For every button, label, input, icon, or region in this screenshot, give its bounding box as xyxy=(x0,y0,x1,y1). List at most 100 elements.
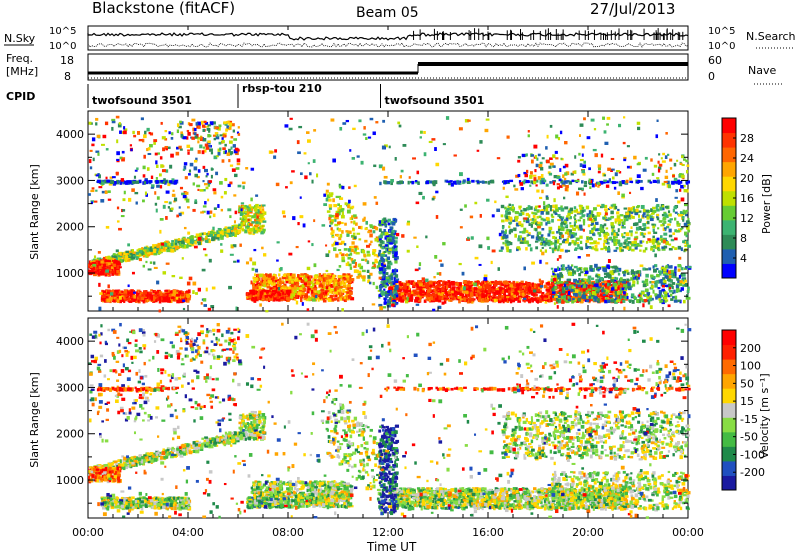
echo-cell xyxy=(188,173,191,176)
echo-cell xyxy=(291,283,294,288)
echo-cell xyxy=(575,286,578,290)
echo-cell xyxy=(158,299,162,304)
echo-cell xyxy=(378,261,382,266)
echo-cell xyxy=(605,283,608,287)
echo-cell xyxy=(406,283,410,286)
echo-cell xyxy=(286,273,290,277)
echo-cell xyxy=(292,273,296,278)
echo-cell xyxy=(230,146,233,150)
echo-cell xyxy=(106,267,109,271)
echo-cell xyxy=(112,299,116,303)
echo-cell xyxy=(609,283,614,288)
echo-cell xyxy=(227,120,231,124)
echo-cell xyxy=(262,217,266,221)
echo-cell xyxy=(423,299,427,303)
echo-cell xyxy=(405,286,409,290)
echo-cell xyxy=(297,274,300,278)
echo-cell xyxy=(511,289,515,292)
echo-cell xyxy=(421,291,425,294)
echo-cell xyxy=(135,180,140,184)
echo-cell xyxy=(287,296,290,301)
echo-cell xyxy=(325,297,329,301)
echo-cell xyxy=(149,251,154,256)
echo-cell xyxy=(138,179,142,184)
echo-cell xyxy=(668,234,673,238)
echo-cell xyxy=(417,181,420,185)
echo-cell xyxy=(682,218,685,222)
echo-cell xyxy=(197,169,201,173)
echo-cell xyxy=(443,299,447,304)
echo-cell xyxy=(498,292,502,296)
echo-cell xyxy=(114,261,118,265)
echo-cell xyxy=(476,290,480,293)
echo-cell xyxy=(390,283,393,286)
echo-cell xyxy=(147,152,152,156)
echo-cell xyxy=(423,280,426,283)
echo-cell xyxy=(623,294,626,298)
echo-cell xyxy=(501,230,505,234)
echo-cell xyxy=(132,251,136,255)
echo-cell xyxy=(375,226,379,231)
echo-cell xyxy=(446,180,450,183)
echo-cell xyxy=(337,296,340,300)
nave-label: Nave xyxy=(748,64,776,77)
echo-cell xyxy=(104,263,107,266)
cpid-segment-label: twofsound 3501 xyxy=(385,94,485,107)
echo-cell xyxy=(350,248,354,253)
echo-cell xyxy=(131,294,134,298)
echo-cell xyxy=(204,201,207,205)
echo-cell xyxy=(568,180,573,185)
echo-cell xyxy=(153,250,157,253)
echo-cell xyxy=(338,205,343,208)
echo-cell xyxy=(501,299,504,303)
echo-cell xyxy=(374,237,379,242)
echo-cell xyxy=(533,297,536,301)
echo-cell xyxy=(392,295,396,299)
echo-cell xyxy=(114,292,118,296)
echo-cell xyxy=(530,223,533,228)
echo-cell xyxy=(155,164,159,168)
echo-cell xyxy=(349,217,352,221)
noise-left-tick-high: 10^5 xyxy=(49,26,76,37)
echo-cell xyxy=(520,280,524,283)
echo-cell xyxy=(393,271,397,276)
echo-cell xyxy=(176,123,180,128)
echo-cell xyxy=(162,180,166,184)
echo-cell xyxy=(201,124,206,128)
echo-cell xyxy=(184,176,188,180)
echo-cell xyxy=(394,236,398,240)
echo-cell xyxy=(235,167,240,170)
echo-cell xyxy=(451,295,455,299)
echo-cell xyxy=(90,201,93,205)
echo-cell xyxy=(522,295,525,298)
freq-unit-label: [MHz] xyxy=(6,65,38,78)
echo-cell xyxy=(528,296,531,299)
echo-cell xyxy=(150,186,154,189)
echo-cell xyxy=(348,286,351,290)
echo-cell xyxy=(544,299,549,303)
echo-cell xyxy=(353,216,358,219)
echo-cell xyxy=(271,276,274,280)
echo-cell xyxy=(481,287,485,291)
echo-cell xyxy=(236,158,241,163)
echo-cell xyxy=(121,295,124,298)
echo-cell xyxy=(254,277,258,281)
echo-cell xyxy=(443,297,447,300)
echo-cell xyxy=(523,299,526,303)
echo-cell xyxy=(660,206,665,211)
echo-cell xyxy=(195,157,198,162)
echo-cell xyxy=(207,182,211,187)
echo-cell xyxy=(364,258,368,262)
echo-cell xyxy=(566,282,570,286)
echo-cell xyxy=(158,290,162,295)
echo-cell xyxy=(280,296,284,300)
echo-cell xyxy=(198,125,201,129)
echo-cell xyxy=(97,152,100,156)
echo-cell xyxy=(128,252,132,257)
echo-cell xyxy=(334,290,338,294)
echo-cell xyxy=(650,208,653,212)
echo-cell xyxy=(249,222,253,227)
echo-cell xyxy=(424,283,428,286)
echo-cell xyxy=(347,295,352,299)
echo-cell xyxy=(224,150,228,154)
